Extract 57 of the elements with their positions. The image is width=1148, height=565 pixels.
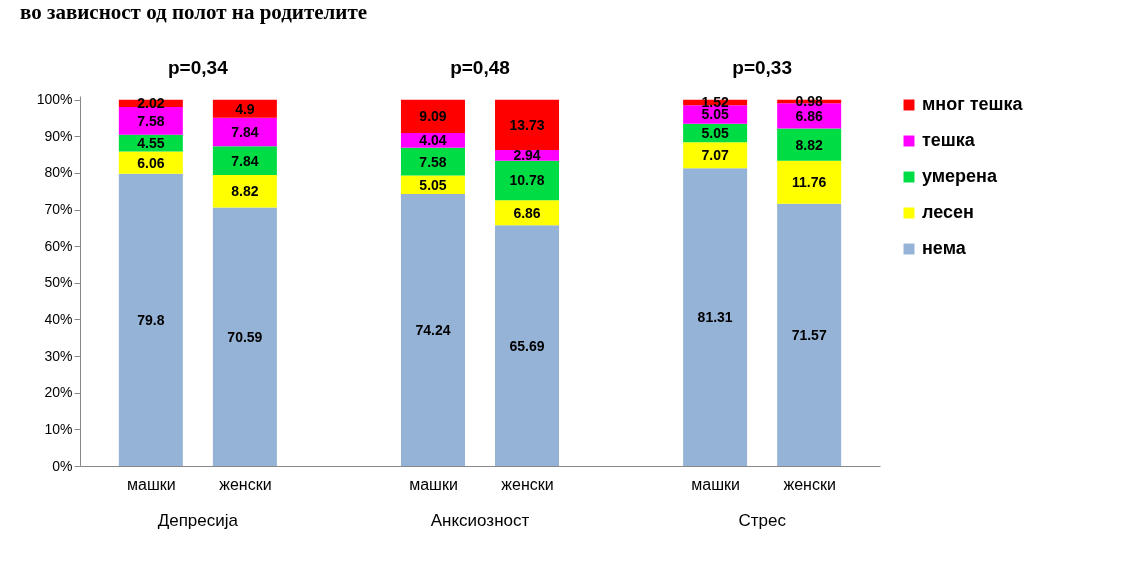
- y-tick-label: 60%: [44, 237, 73, 254]
- data-label: 5.05: [701, 106, 729, 123]
- y-tick-label: 10%: [44, 420, 73, 437]
- x-tick-label: женски: [501, 475, 554, 493]
- text: p=0,33: [732, 57, 792, 78]
- legend-label: тешка: [922, 130, 976, 150]
- data-label: 10.78: [509, 172, 545, 189]
- x-tick-label: машки: [127, 475, 176, 493]
- text: Стрес: [738, 511, 787, 530]
- data-label: 74.24: [415, 322, 451, 339]
- y-tick-label: 20%: [44, 384, 73, 401]
- data-label: 7.58: [137, 112, 165, 129]
- y-tick-label: 50%: [44, 274, 73, 291]
- y-tick-label: 100%: [36, 91, 73, 108]
- data-label: 71.57: [791, 326, 827, 343]
- data-label: 2.94: [513, 147, 541, 164]
- x-tick-label: женски: [783, 475, 836, 493]
- legend-label: умерена: [922, 166, 998, 186]
- data-label: 11.76: [792, 174, 827, 191]
- data-label: 7.58: [419, 153, 447, 170]
- data-label: 70.59: [227, 328, 263, 345]
- y-tick-label: 40%: [44, 310, 73, 327]
- y-tick-label: 90%: [44, 127, 73, 144]
- data-label: 7.84: [231, 124, 259, 141]
- data-label: 79.8: [137, 311, 165, 328]
- data-label: 4.55: [137, 135, 165, 152]
- x-tick-label: женски: [219, 475, 272, 493]
- y-tick-label: 70%: [44, 201, 73, 218]
- chart-title: во зависност од полот на родителите: [20, 0, 368, 24]
- x-tick-label: машки: [409, 475, 458, 493]
- data-label: 5.05: [701, 124, 729, 141]
- data-label: 81.31: [697, 309, 733, 326]
- legend-label: лесен: [922, 202, 974, 222]
- data-label: 8.82: [795, 136, 823, 153]
- data-label: 4.04: [419, 132, 447, 149]
- data-label: 9.09: [419, 108, 447, 125]
- data-label: 65.69: [509, 337, 545, 354]
- data-label: 6.86: [513, 204, 541, 221]
- data-label: 7.07: [701, 147, 729, 164]
- text: Анксиозност: [430, 511, 530, 530]
- data-label: 0.98: [795, 93, 823, 110]
- text: p=0,48: [450, 57, 510, 78]
- legend-label: нема: [922, 238, 967, 258]
- y-tick-label: 80%: [44, 164, 73, 181]
- data-label: 13.73: [509, 116, 545, 133]
- x-tick-label: машки: [691, 475, 740, 493]
- data-label: 6.06: [137, 154, 165, 171]
- text: Депресија: [157, 511, 239, 530]
- text: p=0,34: [168, 57, 229, 78]
- data-label: 7.84: [231, 152, 259, 169]
- data-label: 6.86: [795, 107, 823, 124]
- y-tick-label: 30%: [44, 347, 73, 364]
- y-tick-label: 0%: [52, 457, 73, 474]
- data-label: 4.9: [235, 100, 255, 117]
- data-label: 8.82: [231, 183, 259, 200]
- data-label: 5.05: [419, 176, 447, 193]
- legend-label: мног тешка: [922, 94, 1024, 114]
